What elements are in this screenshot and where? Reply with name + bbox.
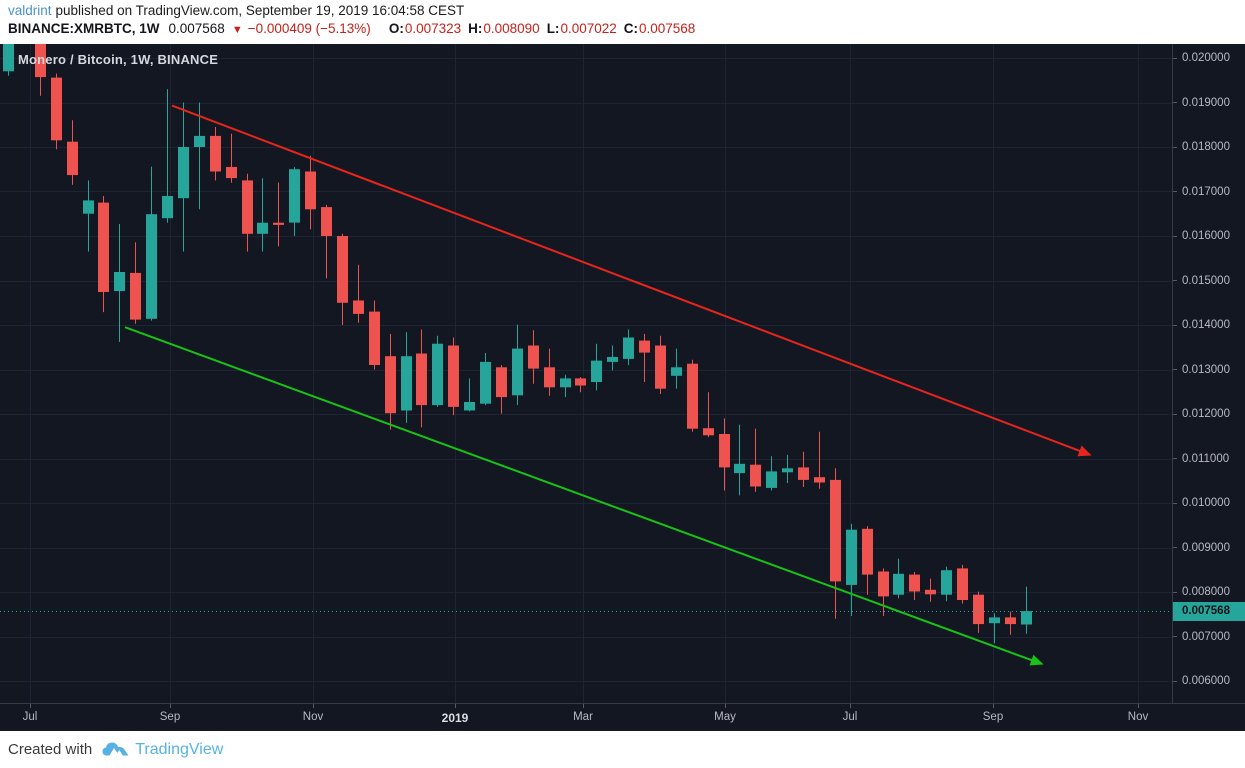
pane-title: Monero / Bitcoin, 1W, BINANCE — [18, 52, 219, 67]
low-value: 0.007022 — [560, 21, 617, 36]
time-tick-label: Sep — [982, 711, 1004, 723]
tick-dash — [1173, 191, 1177, 192]
price-tick-label: 0.010000 — [1173, 495, 1230, 511]
price-tick-label: 0.012000 — [1173, 406, 1230, 422]
tick-dash — [1173, 146, 1177, 148]
time-tick-label: Jul — [842, 711, 858, 723]
tick-dash — [1173, 57, 1177, 59]
price-tick-label: 0.015000 — [1173, 273, 1230, 289]
time-tick-label: Nov — [1127, 711, 1149, 723]
price-tick-text: 0.019000 — [1182, 96, 1230, 109]
high-label: H: — [468, 21, 483, 36]
price-tick-text: 0.008000 — [1182, 586, 1230, 598]
open-value: 0.007323 — [404, 21, 462, 36]
price-tick-label: 0.006000 — [1173, 673, 1230, 689]
tick-dash — [1173, 591, 1177, 593]
chart-pane[interactable]: Monero / Bitcoin, 1W, BINANCE — [0, 44, 1172, 703]
time-axis[interactable]: Jul Sep Nov 2019 Mar May Jul Sep Nov — [0, 703, 1245, 731]
tick-dash — [1138, 704, 1139, 708]
price-tick-text: 0.009000 — [1182, 541, 1230, 554]
snapshot-header: valdrint published on TradingView.com, Se… — [0, 0, 1245, 44]
tick-dash — [1173, 502, 1177, 504]
time-tick-label: May — [714, 711, 736, 723]
tick-dash — [850, 704, 851, 708]
price-tick-text: 0.020000 — [1182, 52, 1230, 64]
price-tick-label: 0.017000 — [1173, 184, 1230, 200]
ticker-line: BINANCE:XMRBTC, 1W 0.007568 ▼ −0.000409 (−5… — [8, 21, 695, 36]
price-tick-text: 0.007000 — [1182, 630, 1230, 643]
tick-dash — [725, 704, 726, 708]
tick-dash — [455, 704, 456, 708]
snapshot-footer: Created with TradingView — [0, 731, 1245, 768]
price-tick-label: 0.019000 — [1173, 95, 1230, 111]
tick-dash — [1173, 680, 1177, 682]
tick-dash — [1173, 413, 1177, 415]
tick-dash — [1173, 547, 1177, 548]
tick-dash — [1173, 280, 1177, 281]
time-tick-label: Mar — [573, 711, 593, 723]
price-tick-label: 0.016000 — [1173, 228, 1230, 244]
tick-dash — [1173, 369, 1177, 370]
high-value: 0.008090 — [483, 21, 540, 36]
published-line: valdrint published on TradingView.com, Se… — [8, 3, 464, 18]
tradingview-logo-icon[interactable] — [102, 741, 129, 758]
published-text: published on TradingView.com, September … — [55, 3, 465, 18]
tick-dash — [1173, 636, 1177, 637]
price-tick-label: 0.013000 — [1173, 362, 1230, 378]
down-triangle-icon: ▼ — [231, 24, 243, 36]
last-price: 0.007568 — [168, 21, 225, 36]
price-tick-label: 0.020000 — [1173, 50, 1230, 66]
tick-dash — [170, 704, 171, 708]
tick-dash — [993, 704, 994, 708]
last-price-badge: 0.007568 — [1173, 601, 1245, 621]
price-tick-label: 0.018000 — [1173, 139, 1230, 155]
tick-dash — [1173, 458, 1177, 459]
author-link[interactable]: valdrint — [8, 3, 52, 18]
price-tick-text: 0.018000 — [1182, 141, 1230, 153]
tick-dash — [1173, 102, 1177, 103]
tradingview-brand-link[interactable]: TradingView — [135, 740, 224, 758]
price-tick-text: 0.015000 — [1182, 274, 1230, 287]
price-tick-text: 0.011000 — [1182, 452, 1230, 465]
time-tick-label: 2019 — [441, 711, 469, 725]
open-label: O: — [388, 21, 404, 36]
low-label: L: — [546, 21, 560, 36]
price-tick-text: 0.017000 — [1182, 185, 1230, 198]
price-tick-text: 0.010000 — [1182, 497, 1230, 509]
symbol-label: BINANCE:XMRBTC, 1W — [8, 21, 160, 36]
time-tick-label: Sep — [159, 711, 181, 723]
price-tick-text: 0.012000 — [1182, 408, 1230, 420]
tick-dash — [1173, 235, 1177, 237]
price-tick-text: 0.014000 — [1182, 319, 1230, 331]
price-tick-text: 0.013000 — [1182, 363, 1230, 376]
time-tick-label: Nov — [302, 711, 324, 723]
tick-dash — [30, 704, 31, 708]
price-tick-label: 0.014000 — [1173, 317, 1230, 333]
price-change: −0.000409 (−5.13%) — [247, 21, 371, 36]
price-tick-label: 0.008000 — [1173, 584, 1230, 600]
time-tick-label: Jul — [22, 711, 38, 723]
price-tick-label: 0.007000 — [1173, 629, 1230, 645]
tick-dash — [313, 704, 314, 708]
tick-dash — [1173, 324, 1177, 326]
tick-dash — [583, 704, 584, 708]
price-tick-text: 0.006000 — [1182, 675, 1230, 687]
price-axis[interactable]: 0.007568 0.020000 0.019000 0.018000 0.01700… — [1172, 44, 1245, 731]
price-tick-label: 0.011000 — [1173, 451, 1229, 467]
close-label: C: — [623, 21, 638, 36]
candlestick-chart[interactable] — [0, 44, 1172, 703]
created-with-text: Created with — [8, 741, 93, 758]
close-value: 0.007568 — [639, 21, 696, 36]
price-tick-text: 0.016000 — [1182, 230, 1230, 242]
price-tick-label: 0.009000 — [1173, 540, 1230, 556]
